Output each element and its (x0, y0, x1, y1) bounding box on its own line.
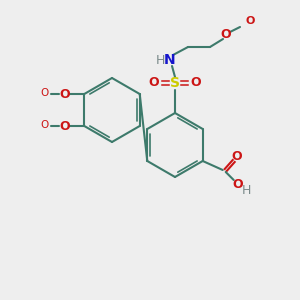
Text: H: H (242, 184, 251, 197)
Text: O: O (59, 88, 70, 100)
Text: O: O (232, 178, 243, 191)
Text: O: O (40, 120, 48, 130)
Text: N: N (164, 53, 176, 67)
Text: O: O (231, 149, 242, 163)
Text: O: O (221, 28, 231, 41)
Text: O: O (245, 16, 255, 26)
Text: S: S (170, 76, 180, 90)
Text: H: H (155, 53, 165, 67)
Text: O: O (59, 119, 70, 133)
Text: O: O (191, 76, 201, 89)
Text: O: O (149, 76, 159, 89)
Text: O: O (40, 88, 48, 98)
